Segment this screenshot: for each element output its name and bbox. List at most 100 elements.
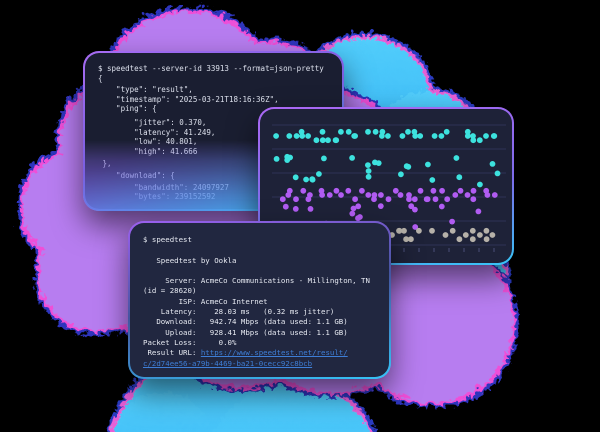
plot-dot <box>438 133 445 139</box>
plot-dot <box>469 236 476 243</box>
terminal-line: { <box>98 73 103 83</box>
plot-dot <box>379 128 386 135</box>
latency-line: Latency: 28.03 ms (0.32 ms jitter) <box>143 307 335 317</box>
terminal-result-window: $ speedtest Speedtest by Ookla Server: A… <box>128 221 391 379</box>
plot-dot <box>349 155 355 161</box>
plot-dot <box>371 192 378 198</box>
terminal-line: "latency": 41.249, <box>98 127 216 137</box>
terminal-line: "timestamp": "2025-03-21T18:16:36Z", <box>98 94 279 104</box>
plot-dot <box>399 133 406 139</box>
plot-dot <box>470 137 477 144</box>
plot-dot <box>438 203 445 210</box>
plot-dot <box>452 192 459 198</box>
terminal-line: "type": "result", <box>98 85 193 95</box>
plot-dot <box>489 232 496 238</box>
result-url-link[interactable]: c/2d74ee56-a79b-4469-ba21-0cecc92c8bcb <box>143 358 313 368</box>
plot-dot <box>470 133 476 139</box>
result-url-line: Result URL: https://www.speedtest.net/re… <box>143 348 376 358</box>
plot-dot <box>345 187 352 194</box>
plot-dot <box>316 171 322 177</box>
app-title-line: Speedtest by Ookla <box>143 255 237 265</box>
plot-dot <box>444 196 451 203</box>
plot-dot <box>432 196 439 203</box>
terminal-line: "bandwidth": 24097927 <box>98 182 229 192</box>
terminal-line: "bytes": 239152592 <box>98 192 216 202</box>
plot-dot <box>398 171 404 178</box>
plot-dot <box>401 227 407 234</box>
plot-dot <box>350 205 357 212</box>
plot-dot <box>449 227 456 234</box>
plot-dot <box>378 192 384 198</box>
plot-dot <box>319 128 326 135</box>
plot-dot <box>299 133 306 139</box>
plot-dot <box>456 174 463 181</box>
plot-dot <box>300 187 307 194</box>
plot-dot <box>464 133 471 139</box>
plot-dot <box>338 192 344 198</box>
plot-dot <box>385 196 392 203</box>
plot-dot <box>416 227 422 234</box>
plot-dot <box>408 203 415 210</box>
plot-dot <box>464 128 471 135</box>
plot-dot <box>355 203 362 210</box>
plot-dot <box>273 133 279 139</box>
plot-dot <box>425 161 431 168</box>
plot-dot <box>307 206 314 212</box>
plot-dot <box>293 196 299 203</box>
plot-dot <box>307 192 313 198</box>
plot-dot <box>292 174 299 181</box>
plot-dot <box>333 187 340 194</box>
plot-dot <box>483 187 490 194</box>
result-url-line-2: c/2d74ee56-a79b-4469-ba21-0cecc92c8bcb <box>143 359 376 369</box>
plot-dot <box>359 187 365 194</box>
plot-dot <box>429 177 436 183</box>
plot-dot <box>483 227 490 234</box>
terminal-command: $ speedtest --server-id 33913 --format=j… <box>98 64 324 73</box>
plot-dot <box>457 187 464 194</box>
plot-dot <box>405 128 411 135</box>
plot-dot <box>470 187 477 194</box>
plot-dot <box>309 176 316 183</box>
plot-dot <box>412 133 419 139</box>
plot-dot <box>319 137 326 144</box>
plot-dot <box>470 196 477 203</box>
plot-dot <box>453 155 460 161</box>
upload-line: Upload: 928.41 Mbps (data used: 1.1 GB) <box>143 327 348 337</box>
plot-dot <box>318 187 325 194</box>
plot-dot <box>475 208 482 215</box>
plot-dot <box>357 214 363 220</box>
plot-dot <box>406 196 412 203</box>
plot-dot <box>379 133 385 139</box>
plot-dot <box>430 187 437 194</box>
result-url-link[interactable]: https://www.speedtest.net/result/ <box>200 348 348 358</box>
plot-dot <box>286 133 293 139</box>
plot-dot <box>464 192 471 198</box>
plot-dot <box>321 155 327 162</box>
plot-dot <box>406 192 412 198</box>
terminal-line <box>143 245 376 255</box>
packet-loss-line: Packet Loss: 0.0% <box>143 337 237 347</box>
plot-dot <box>282 203 289 210</box>
terminal-line: "high": 41.666 <box>98 146 198 156</box>
server-id-line: (id = 28620) <box>143 286 197 296</box>
plot-dot <box>326 192 333 198</box>
plot-dot <box>365 173 372 180</box>
plot-dot <box>403 236 409 243</box>
plot-dot <box>403 163 410 170</box>
plot-dot <box>477 181 483 188</box>
plot-dot <box>392 187 399 194</box>
plot-dot <box>443 128 450 135</box>
plot-dot <box>489 161 496 167</box>
plot-dot <box>424 196 431 203</box>
plot-dot <box>371 196 377 203</box>
plot-dot <box>293 133 300 139</box>
terminal-line: "download": { <box>98 170 175 180</box>
plot-dot <box>494 170 501 177</box>
plot-dot <box>396 227 403 234</box>
result-url-label: Result URL: <box>143 348 201 358</box>
plot-dot <box>431 133 438 139</box>
plot-dot <box>284 153 291 160</box>
terminal-line <box>143 266 376 276</box>
isp-line: ISP: AcmeCo Internet <box>143 296 268 306</box>
plot-dot <box>372 128 379 135</box>
